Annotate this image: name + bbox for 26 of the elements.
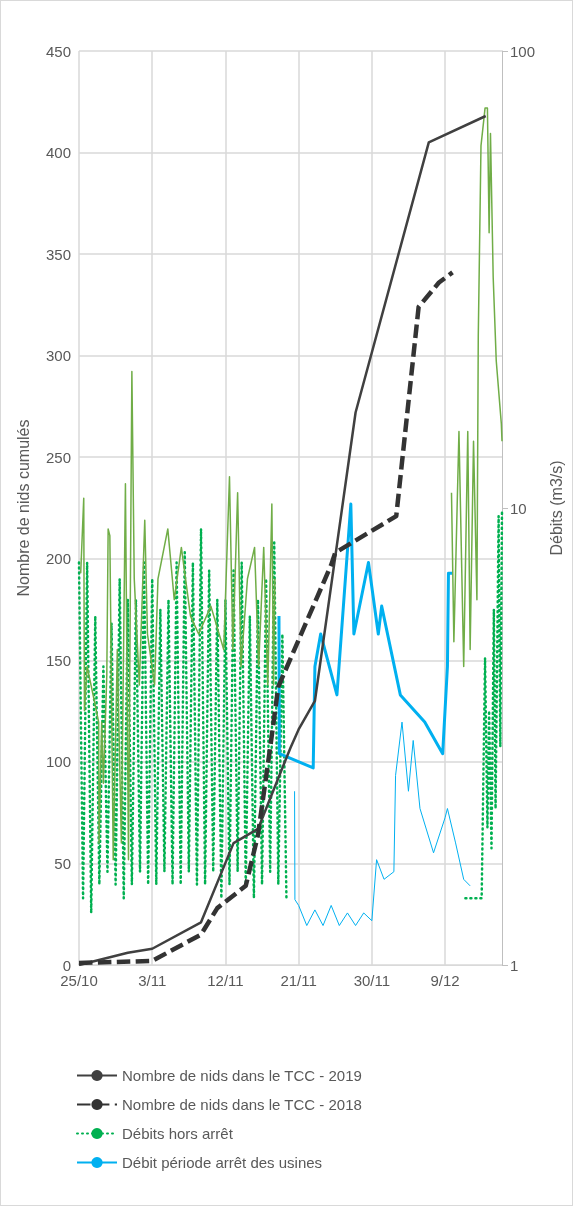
- x-tick-label: 25/10: [60, 972, 98, 989]
- y-tick-label: 300: [45, 347, 71, 365]
- y-tick-label: 50: [54, 854, 71, 872]
- y-tick-label: 450: [45, 42, 71, 60]
- x-tick-label: 30/11: [353, 972, 391, 989]
- y2-axis-title: Débits (m3/s): [547, 460, 565, 556]
- y2-tick-label: 100: [510, 42, 536, 60]
- x-tick-label: 12/11: [207, 972, 244, 989]
- y-tick-label: 350: [45, 245, 71, 263]
- x-tick-label: 21/11: [280, 972, 317, 989]
- y-tick-label: 400: [45, 144, 71, 162]
- x-tick-label: 9/12: [430, 972, 460, 989]
- y-tick-label: 0: [62, 956, 71, 974]
- y-tick-label: 200: [45, 550, 71, 568]
- legend-label: Débit période arrêt des usines: [122, 1154, 323, 1171]
- legend-label: Nombre de nids dans le TCC - 2018: [122, 1096, 362, 1113]
- y-tick-label: 150: [45, 651, 71, 669]
- legend-label: Nombre de nids dans le TCC - 2019: [122, 1067, 362, 1084]
- y-axis-title: Nombre de nids cumulés: [14, 419, 32, 597]
- y2-tick-label: 10: [510, 499, 527, 517]
- x-tick-label: 3/11: [138, 972, 167, 989]
- line-series: [77, 114, 487, 967]
- y2-tick-label: 1: [510, 956, 519, 974]
- y-tick-label: 250: [45, 448, 71, 466]
- y-tick-label: 100: [45, 753, 71, 771]
- legend-label: Débits hors arrêt: [122, 1125, 234, 1142]
